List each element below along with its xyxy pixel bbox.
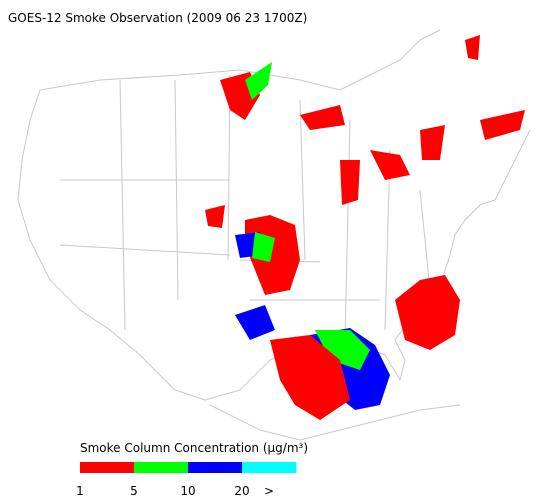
colorbar-segment [242,462,297,473]
smoke-plume [315,330,370,370]
colorbar-segment [134,462,189,473]
colorbar-tick-label: 1 [76,484,84,498]
smoke-plume [245,62,272,100]
colorbar-tick-label: 5 [130,484,138,498]
smoke-plume [340,160,360,205]
smoke-plume [270,335,350,420]
smoke-plume [370,150,410,180]
colorbar: 1 5 10 20 > [76,462,297,498]
smoke-plumes [205,35,525,420]
map-title: GOES-12 Smoke Observation (2009 06 23 17… [8,11,307,25]
smoke-plume [300,105,345,130]
smoke-plume [465,35,480,60]
smoke-plume [395,275,460,350]
colorbar-segment [80,462,135,473]
smoke-plume [420,125,445,160]
colorbar-segment [188,462,243,473]
smoke-plume [205,205,225,228]
colorbar-tick-label: > [264,484,274,498]
legend-label: Smoke Column Concentration (μg/m³) [80,441,308,455]
smoke-plume [235,305,275,340]
smoke-plume [480,110,525,140]
colorbar-tick-label: 20 [234,484,249,498]
smoke-plume [252,232,275,262]
colorbar-tick-label: 10 [180,484,195,498]
